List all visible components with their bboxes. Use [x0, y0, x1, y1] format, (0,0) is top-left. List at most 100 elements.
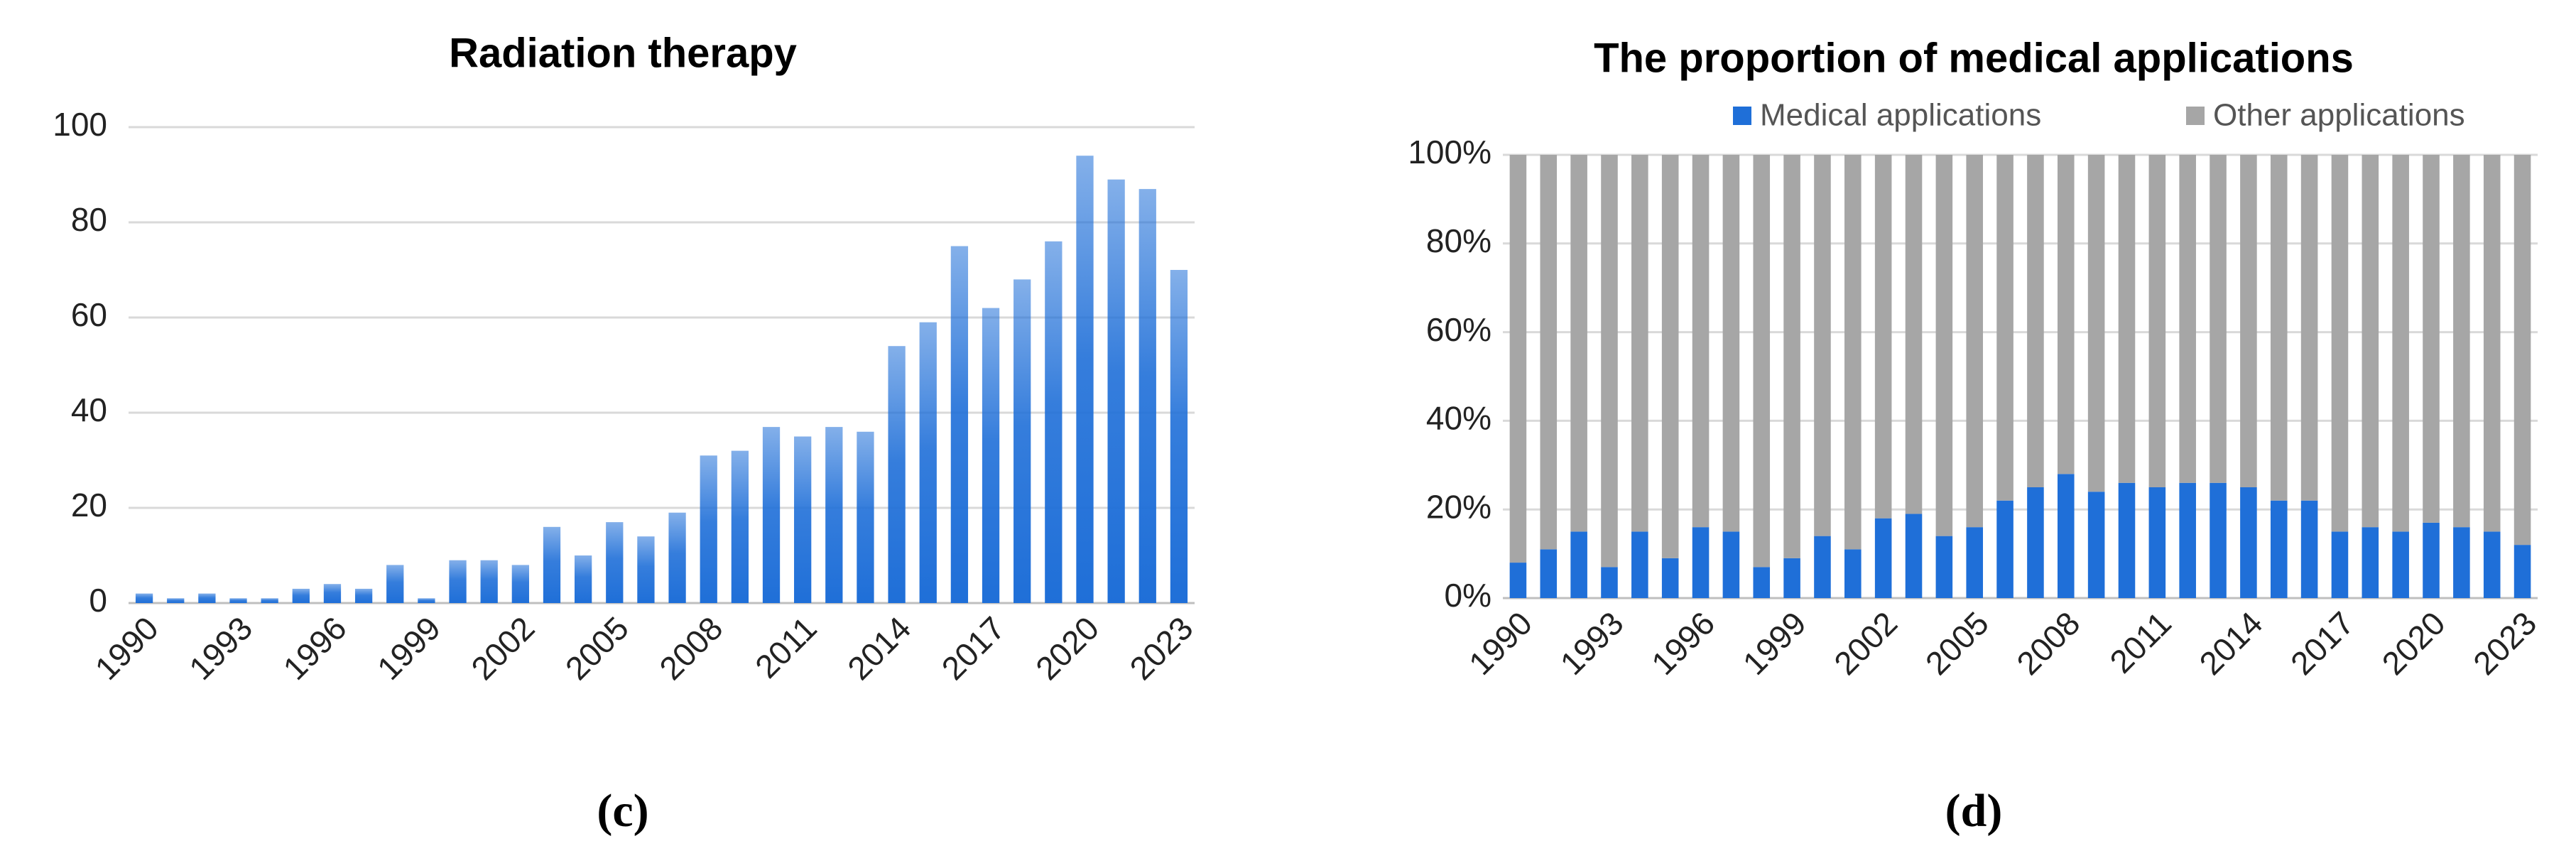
x-tick-label: 2014: [840, 609, 918, 687]
bar-segment: [2270, 500, 2288, 598]
bar-segment: [1570, 531, 1587, 598]
bar: [511, 565, 529, 603]
bar-segment: [1540, 549, 1558, 598]
bar-segment: [2362, 155, 2379, 528]
bar-segment: [1905, 514, 1923, 598]
y-tick-label: 0%: [1445, 577, 1491, 614]
bar-segment: [2392, 155, 2409, 532]
bar-segment: [1844, 155, 1862, 550]
bar-segment: [1661, 155, 1679, 558]
bar-segment: [1753, 567, 1771, 598]
x-tick-label: 1999: [1736, 604, 1813, 682]
bar-segment: [1966, 527, 1984, 598]
bar-segment: [2453, 527, 2470, 598]
bar-segment: [2362, 527, 2379, 598]
bar-segment: [2179, 482, 2196, 598]
bar: [292, 588, 310, 603]
y-tick-label: 100: [53, 106, 107, 143]
x-tick-label: 1993: [1553, 604, 1631, 682]
bar: [229, 598, 247, 603]
bar-segment: [2057, 155, 2075, 474]
bar-segment: [2392, 531, 2409, 598]
bar: [261, 598, 278, 603]
bar-segment: [1996, 155, 2013, 501]
bar-segment: [1722, 155, 1740, 532]
bar-segment: [2331, 155, 2349, 532]
y-tick-label: 80%: [1426, 222, 1491, 259]
bar-segment: [2300, 155, 2318, 501]
legend-label: Medical applications: [1760, 98, 2041, 133]
bar-segment: [1935, 155, 1953, 536]
bar: [668, 512, 686, 603]
bar-segment: [1722, 531, 1740, 598]
bar-segment: [1601, 155, 1618, 568]
bar-segment: [1692, 155, 1710, 528]
bar: [1170, 270, 1188, 603]
x-tick-label: 2002: [464, 609, 541, 687]
bar-segment: [1935, 536, 1953, 598]
bar: [1107, 179, 1125, 603]
bar-segment: [2087, 492, 2105, 598]
x-tick-label: 2008: [2009, 604, 2087, 682]
x-tick-label: 2020: [2375, 604, 2452, 682]
x-tick-label: 1996: [1644, 604, 1722, 682]
x-tick-label: 2017: [935, 609, 1012, 687]
bar-segment: [1631, 531, 1648, 598]
y-tick-label: 100%: [1408, 134, 1491, 170]
bar-segment: [2423, 155, 2440, 523]
bar-segment: [2300, 500, 2318, 598]
x-tick-label: 1999: [370, 609, 447, 687]
bar-segment: [1509, 563, 1527, 598]
bar: [323, 584, 342, 603]
bar-segment: [1692, 527, 1710, 598]
bar-segment: [1966, 155, 1984, 528]
bar: [950, 246, 969, 603]
x-tick-label: 2017: [2283, 604, 2361, 682]
bar-segment: [1540, 155, 1558, 550]
bar-segment: [2331, 531, 2349, 598]
x-tick-label: 2008: [652, 609, 729, 687]
x-tick-label: 2023: [1122, 609, 1200, 687]
bar-segment: [2513, 545, 2531, 598]
bar-segment: [2118, 482, 2136, 598]
bar-segment: [2087, 155, 2105, 492]
legend-marker: [1733, 107, 1751, 125]
bar: [982, 308, 1000, 603]
y-tick-label: 0: [89, 582, 107, 619]
bar-segment: [2118, 155, 2136, 483]
bar: [386, 565, 404, 603]
y-tick-label: 60: [71, 296, 107, 333]
bar: [198, 593, 216, 603]
bar: [1013, 279, 1031, 603]
bar: [135, 593, 153, 603]
bar-segment: [2057, 474, 2075, 598]
bar-segment: [2270, 155, 2288, 501]
y-tick-label: 20%: [1426, 488, 1491, 525]
x-tick-label: 2011: [748, 609, 824, 685]
bar-segment: [1874, 155, 1892, 519]
bar-segment: [2240, 487, 2257, 598]
caption: (d): [1945, 785, 2003, 837]
bar: [167, 598, 185, 603]
bar-segment: [1661, 558, 1679, 598]
x-tick-label: 2011: [2102, 604, 2178, 680]
bar: [1138, 189, 1156, 604]
bar-segment: [2210, 482, 2227, 598]
y-tick-label: 60%: [1426, 311, 1491, 348]
legend-label: Other applications: [2213, 98, 2465, 133]
chart-title: The proportion of medical applications: [1594, 35, 2354, 81]
bar-segment: [2513, 155, 2531, 546]
bar: [418, 598, 435, 603]
bar: [794, 436, 812, 603]
bar: [888, 346, 906, 603]
bar-segment: [2240, 155, 2257, 487]
bar-segment: [1601, 567, 1618, 598]
y-tick-label: 20: [71, 487, 107, 523]
x-tick-label: 2005: [558, 609, 636, 687]
bar: [1045, 241, 1063, 603]
bar: [919, 322, 937, 603]
bar: [825, 427, 843, 603]
y-tick-label: 40%: [1426, 400, 1491, 437]
bar-segment: [2027, 155, 2044, 487]
x-tick-label: 2002: [1827, 604, 1904, 682]
